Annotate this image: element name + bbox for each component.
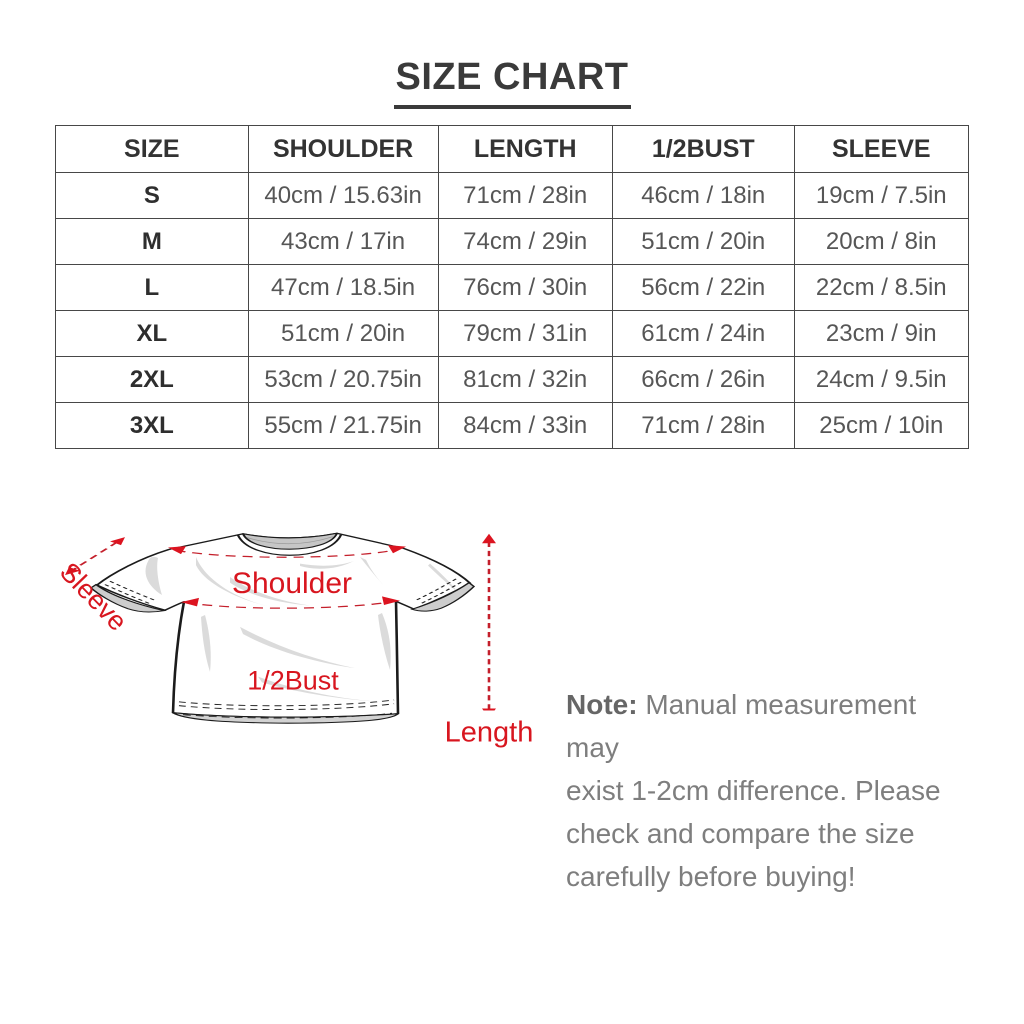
cell-shoulder: 51cm / 20in: [247, 310, 439, 357]
bust-arrow: [181, 596, 400, 609]
cell-length: 74cm / 29in: [437, 218, 613, 265]
col-header-shoulder: SHOULDER: [247, 125, 439, 173]
table-row: 2XL 53cm / 20.75in 81cm / 32in 66cm / 26…: [55, 356, 970, 403]
cell-shoulder: 53cm / 20.75in: [247, 356, 439, 403]
cell-sleeve: 19cm / 7.5in: [793, 172, 970, 219]
col-header-length: LENGTH: [437, 125, 613, 173]
cell-shoulder: 43cm / 17in: [247, 218, 439, 265]
cell-halfbust: 56cm / 22in: [611, 264, 795, 311]
cell-shoulder: 55cm / 21.75in: [247, 402, 439, 449]
cell-halfbust: 66cm / 26in: [611, 356, 795, 403]
tshirt-measurement-diagram: Sleeve Shoulder 1/2Bust Length: [0, 520, 560, 990]
fabric-wrinkles: [145, 556, 458, 702]
table-row: 3XL 55cm / 21.75in 84cm / 33in 71cm / 28…: [55, 402, 970, 449]
table-row: L 47cm / 18.5in 76cm / 30in 56cm / 22in …: [55, 264, 970, 311]
cell-size: XL: [55, 310, 249, 357]
cell-halfbust: 51cm / 20in: [611, 218, 795, 265]
col-header-sleeve: SLEEVE: [793, 125, 970, 173]
right-cuff: [410, 578, 476, 612]
cell-length: 71cm / 28in: [437, 172, 613, 219]
sleeve-arrow: [65, 537, 125, 576]
cell-sleeve: 24cm / 9.5in: [793, 356, 970, 403]
cell-halfbust: 46cm / 18in: [611, 172, 795, 219]
table-row: XL 51cm / 20in 79cm / 31in 61cm / 24in 2…: [55, 310, 970, 357]
col-header-halfbust: 1/2BUST: [611, 125, 795, 173]
cell-halfbust: 61cm / 24in: [611, 310, 795, 357]
cell-length: 84cm / 33in: [437, 402, 613, 449]
note-label: Note:: [566, 689, 638, 720]
shoulder-arrow: [168, 545, 406, 558]
length-arrow: [482, 533, 496, 718]
page-header: SIZE CHART: [0, 56, 1024, 109]
col-header-size: SIZE: [55, 125, 249, 173]
cell-length: 79cm / 31in: [437, 310, 613, 357]
table-row: M 43cm / 17in 74cm / 29in 51cm / 20in 20…: [55, 218, 970, 265]
halfbust-measure-label: 1/2Bust: [247, 665, 339, 696]
shoulder-measure-label: Shoulder: [231, 567, 353, 600]
length-measure-label: Length: [441, 710, 537, 756]
cell-shoulder: 40cm / 15.63in: [247, 172, 439, 219]
size-table: SIZE SHOULDER LENGTH 1/2BUST SLEEVE S 40…: [55, 125, 970, 449]
note-text: Manual measurement may exist 1-2cm diffe…: [566, 689, 941, 892]
cell-shoulder: 47cm / 18.5in: [247, 264, 439, 311]
collar: [236, 532, 343, 556]
measurement-note: Note: Manual measurement may exist 1-2cm…: [566, 683, 970, 898]
cell-halfbust: 71cm / 28in: [611, 402, 795, 449]
cell-size: M: [55, 218, 249, 265]
page-title: SIZE CHART: [393, 56, 631, 109]
cell-sleeve: 20cm / 8in: [793, 218, 970, 265]
cell-length: 81cm / 32in: [437, 356, 613, 403]
table-header-row: SIZE SHOULDER LENGTH 1/2BUST SLEEVE: [55, 125, 970, 173]
cell-sleeve: 22cm / 8.5in: [793, 264, 970, 311]
table-row: S 40cm / 15.63in 71cm / 28in 46cm / 18in…: [55, 172, 970, 219]
left-cuff: [89, 580, 167, 613]
cell-size: L: [55, 264, 249, 311]
cell-sleeve: 23cm / 9in: [793, 310, 970, 357]
cell-size: 3XL: [55, 402, 249, 449]
cell-length: 76cm / 30in: [437, 264, 613, 311]
hem: [171, 699, 400, 724]
tshirt-illustration: [65, 531, 496, 724]
cell-sleeve: 25cm / 10in: [793, 402, 970, 449]
cell-size: S: [55, 172, 249, 219]
cell-size: 2XL: [55, 356, 249, 403]
